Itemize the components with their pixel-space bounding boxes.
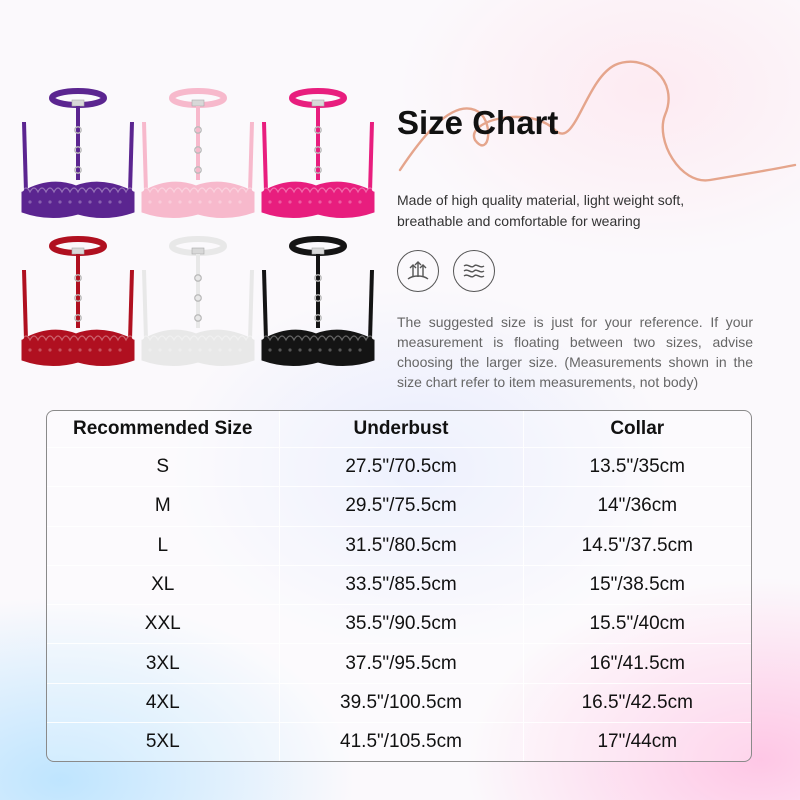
collar-cell: 16"/41.5cm <box>522 643 751 684</box>
decorative-swoosh <box>398 60 797 182</box>
table-row: S 27.5"/70.5cm 13.5"/35cm <box>47 447 751 488</box>
underbust-cell: 35.5"/90.5cm <box>278 604 523 645</box>
collar-cell: 15.5"/40cm <box>522 604 751 645</box>
breathable-fabric-icon <box>397 250 439 292</box>
product-image-grid <box>21 88 375 366</box>
size-cell: 4XL <box>47 683 279 723</box>
collar-cell: 17"/44cm <box>522 722 751 761</box>
header-recommended-size: Recommended Size <box>47 411 279 448</box>
product-item <box>261 236 375 366</box>
size-cell: 5XL <box>145 730 180 752</box>
collar-cell: 14"/36cm <box>522 486 751 527</box>
table-row: L 31.5"/80.5cm 14.5"/37.5cm <box>47 526 751 566</box>
size-cell: XXL <box>47 604 279 645</box>
table-row: XXL 35.5"/90.5cm 15.5"/40cm <box>47 604 751 645</box>
table-row: XL 33.5"/85.5cm 15"/38.5cm <box>47 565 751 606</box>
underbust-cell: 37.5"/95.5cm <box>278 643 523 684</box>
header-collar: Collar <box>522 411 751 448</box>
underbust-cell: 41.5"/105.5cm <box>278 722 523 761</box>
size-cell: L <box>47 526 279 566</box>
product-tagline: Made of high quality material, light wei… <box>397 192 685 229</box>
collar-cell: 13.5"/35cm <box>522 447 751 488</box>
product-item <box>21 88 135 218</box>
size-cell: M <box>47 486 279 527</box>
table-row: 3XL 37.5"/95.5cm 16"/41.5cm <box>47 643 751 684</box>
underbust-cell: 27.5"/70.5cm <box>278 447 523 488</box>
product-item <box>141 236 255 366</box>
table-row: 4XL 39.5"/100.5cm 16.5"/42.5cm <box>47 683 751 723</box>
size-cell: 3XL <box>47 643 279 684</box>
product-item <box>21 236 135 366</box>
soft-waves-icon <box>453 250 495 292</box>
sizing-note: The suggested size is just for your refe… <box>397 314 753 390</box>
underbust-cell: 39.5"/100.5cm <box>278 683 523 723</box>
underbust-cell: 31.5"/80.5cm <box>278 526 523 566</box>
product-item <box>141 88 255 218</box>
product-item <box>261 88 375 218</box>
underbust-cell: 33.5"/85.5cm <box>278 565 523 606</box>
size-cell: XL <box>47 565 279 606</box>
underbust-cell: 29.5"/75.5cm <box>278 486 523 527</box>
collar-cell: 16.5"/42.5cm <box>522 683 751 723</box>
size-chart-table: Recommended Size Underbust Collar S 27.5… <box>46 410 752 762</box>
table-row: 5XL 41.5"/105.5cm 17"/44cm <box>47 722 751 761</box>
collar-cell: 15"/38.5cm <box>522 565 751 606</box>
header-underbust: Underbust <box>278 411 523 448</box>
feature-icons <box>397 250 495 292</box>
page-title: Size Chart <box>397 104 559 141</box>
table-header-row: Recommended Size Underbust Collar <box>47 411 751 448</box>
table-row: M 29.5"/75.5cm 14"/36cm <box>47 486 751 527</box>
size-cell: S <box>47 447 279 488</box>
collar-cell: 14.5"/37.5cm <box>522 526 751 566</box>
